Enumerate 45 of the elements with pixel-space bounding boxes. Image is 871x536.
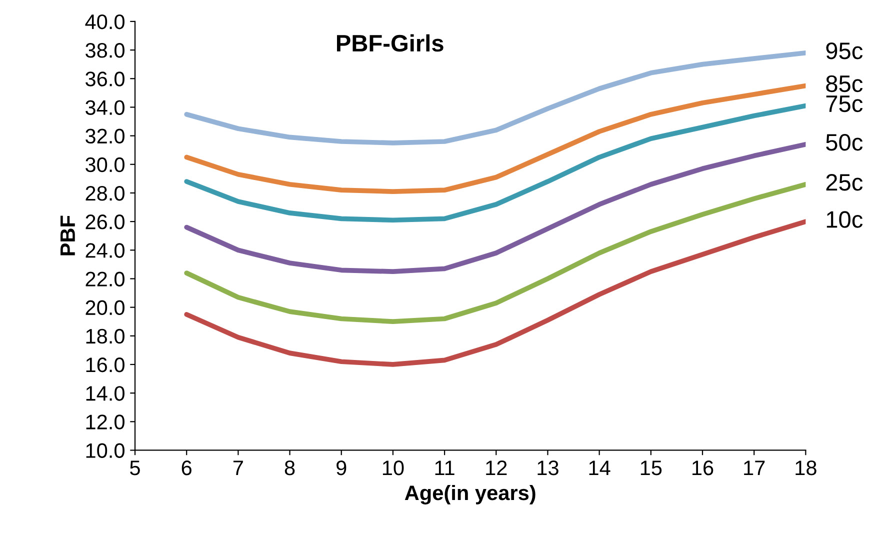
line-series bbox=[184, 182, 806, 324]
y-tick-label: 12.0 bbox=[86, 414, 124, 430]
x-tick-label: 13 bbox=[538, 460, 558, 476]
line-series bbox=[184, 142, 806, 274]
y-tick-label: 32.0 bbox=[86, 128, 124, 144]
series-label: 10c bbox=[826, 211, 863, 228]
x-tick-label: 7 bbox=[233, 460, 243, 476]
y-tick-label: 38.0 bbox=[86, 43, 124, 58]
x-tick-label: 11 bbox=[435, 460, 454, 476]
y-tick-label: 10.0 bbox=[86, 443, 124, 458]
y-tick-label: 28.0 bbox=[86, 186, 124, 201]
y-tick-label: 14.0 bbox=[86, 386, 124, 401]
y-tick-label: 30.0 bbox=[86, 157, 124, 172]
y-tick-label: 16.0 bbox=[86, 357, 124, 372]
series-label: 85c bbox=[826, 75, 863, 92]
series-label: 25c bbox=[826, 174, 863, 191]
x-axis-title: Age(in years) bbox=[404, 484, 536, 504]
y-tick-label: 18.0 bbox=[86, 328, 124, 344]
x-tick-label: 16 bbox=[692, 460, 714, 476]
y-tick-label: 36.0 bbox=[86, 72, 124, 86]
x-tick-label: 9 bbox=[336, 460, 346, 476]
y-axis-title: PBF bbox=[60, 216, 75, 256]
y-tick-label: 24.0 bbox=[86, 243, 124, 258]
series-label: 50c bbox=[826, 134, 863, 151]
line-series bbox=[184, 219, 806, 367]
x-tick-label: 5 bbox=[130, 460, 140, 476]
y-tick-label: 40.0 bbox=[85, 14, 124, 30]
chart-title: PBF-Girls bbox=[336, 34, 444, 52]
series-label: 75c bbox=[826, 96, 863, 112]
x-tick-label: 10 bbox=[382, 460, 404, 476]
line-series bbox=[184, 83, 806, 194]
y-tick-label: 20.0 bbox=[86, 300, 124, 316]
x-tick-label: 8 bbox=[284, 460, 295, 476]
x-tick-label: 6 bbox=[182, 460, 192, 476]
x-tick-label: 14 bbox=[589, 460, 610, 476]
x-tick-label: 12 bbox=[486, 460, 507, 476]
x-tick-label: 17 bbox=[744, 460, 765, 476]
y-tick-label: 26.0 bbox=[86, 214, 124, 230]
x-tick-label: 18 bbox=[796, 460, 816, 476]
y-tick-label: 34.0 bbox=[86, 100, 124, 115]
y-tick-label: 22.0 bbox=[86, 272, 124, 286]
line-series bbox=[184, 103, 806, 223]
x-tick-label: 15 bbox=[640, 460, 662, 476]
line-series bbox=[184, 50, 806, 146]
series-label: 95c bbox=[826, 42, 863, 60]
